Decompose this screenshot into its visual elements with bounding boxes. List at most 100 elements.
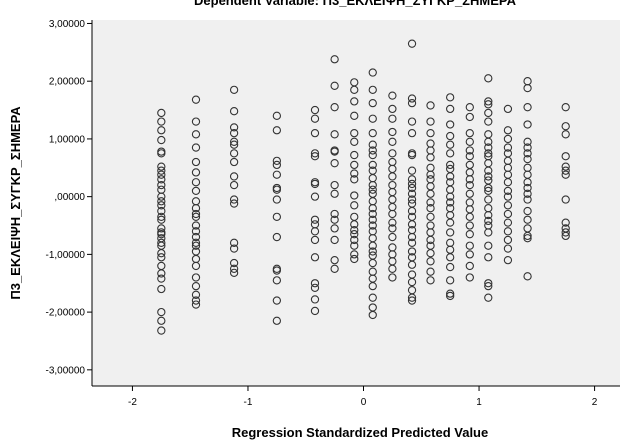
scatter-point <box>426 189 435 198</box>
scatter-point <box>310 253 320 262</box>
scatter-point <box>229 172 239 181</box>
scatter-point <box>426 153 435 162</box>
scatter-point <box>523 195 532 204</box>
scatter-point <box>272 170 282 179</box>
scatter-point <box>523 103 532 112</box>
scatter-point <box>191 290 201 299</box>
scatter-point <box>465 180 474 190</box>
scatter-point <box>157 135 166 145</box>
scatter-point <box>229 128 239 138</box>
scatter-point <box>503 201 513 210</box>
scatter-point <box>272 126 282 135</box>
scatter-point <box>446 253 455 262</box>
scatter-point <box>484 279 493 288</box>
scatter-point <box>503 244 513 253</box>
scatter-point <box>407 232 417 242</box>
plot-area <box>92 20 620 386</box>
scatter-point <box>503 256 513 265</box>
scatter-point <box>388 127 397 137</box>
scatter-point <box>191 261 201 271</box>
scatter-point <box>157 197 166 206</box>
scatter-point <box>484 166 493 175</box>
scatter-point <box>157 162 166 171</box>
scatter-point <box>310 114 320 123</box>
scatter-point <box>330 209 339 219</box>
scatter-point <box>465 128 474 138</box>
scatter-point <box>407 189 417 198</box>
y-tick-label: 3,00000 <box>49 19 86 30</box>
scatter-point <box>484 293 493 302</box>
scatter-point <box>272 111 282 120</box>
scatter-point <box>465 146 474 155</box>
scatter-point <box>388 91 397 100</box>
scatter-point <box>229 268 239 278</box>
scatter-point <box>350 225 359 235</box>
x-tick-label: -2 <box>128 397 137 408</box>
scatter-point <box>407 293 417 302</box>
scatter-point <box>350 230 359 239</box>
scatter-point <box>446 140 455 149</box>
scatter-point <box>191 157 201 167</box>
scatter-point <box>157 206 166 216</box>
scatter-point <box>350 97 359 106</box>
scatter-point <box>368 160 377 170</box>
scatter-point <box>446 149 455 158</box>
x-tick-label: 1 <box>476 397 482 408</box>
scatter-point <box>446 291 455 301</box>
scatter-point <box>330 81 339 90</box>
scatter-point <box>407 277 417 287</box>
scatter-point <box>465 250 474 259</box>
scatter-point <box>191 221 201 230</box>
scatter-point <box>446 228 455 237</box>
scatter-point <box>191 95 201 104</box>
scatter-point <box>229 195 239 204</box>
scatter-point <box>157 117 166 126</box>
scatter-point <box>407 296 417 305</box>
scatter-point <box>446 276 455 285</box>
scatter-point <box>407 179 417 189</box>
scatter-point <box>523 189 532 198</box>
scatter-point <box>561 166 570 175</box>
scatter-point <box>484 97 493 106</box>
scatter-point <box>368 215 377 224</box>
scatter-point <box>310 295 320 304</box>
scatter-point <box>561 122 570 131</box>
scatter-point <box>191 296 201 305</box>
scatter-point <box>446 131 455 141</box>
scatter-point <box>368 281 377 291</box>
scatter-point <box>368 146 377 155</box>
scatter-point <box>561 228 570 237</box>
scatter-point <box>388 209 397 219</box>
scatter-point <box>368 241 377 250</box>
scatter-point <box>330 103 339 112</box>
scatter-point <box>465 175 474 184</box>
scatter-point <box>272 212 282 222</box>
scatter-point <box>157 249 166 258</box>
scatter-point <box>368 140 377 149</box>
scatter-point <box>229 244 239 253</box>
scatter-point <box>523 272 532 281</box>
scatter-point <box>446 120 455 129</box>
scatter-point <box>368 247 377 256</box>
scatter-point <box>523 234 532 243</box>
scatter-point <box>484 186 493 196</box>
scatter-point <box>310 283 320 293</box>
scatter-point <box>368 150 377 160</box>
scatter-point <box>157 307 166 317</box>
scatter-point <box>157 316 166 325</box>
scatter-point <box>157 253 166 262</box>
scatter-point <box>388 232 397 242</box>
scatter-point <box>229 85 239 95</box>
scatter-point <box>426 249 435 258</box>
scatter-point <box>484 210 493 220</box>
scatter-point <box>465 273 474 282</box>
scatter-point <box>157 149 166 158</box>
scatter-point <box>465 221 474 230</box>
scatter-point <box>330 224 339 233</box>
scatter-point <box>446 172 455 181</box>
scatter-point <box>484 195 493 204</box>
scatter-point <box>426 101 435 110</box>
scatter-point <box>446 104 455 114</box>
scatter-point <box>272 266 282 275</box>
